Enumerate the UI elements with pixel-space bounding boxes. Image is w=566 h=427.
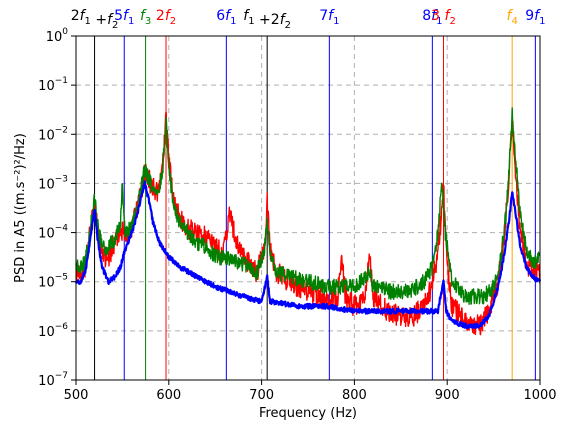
y-axis-title: PSD in A5 ((m.s⁻²)²/Hz) <box>13 133 28 283</box>
y-tick-label: 10−1 <box>38 76 68 94</box>
harmonic-label: 3 f2 <box>431 8 456 27</box>
harmonic-label: 7f1 <box>319 8 339 27</box>
x-tick-label: 800 <box>342 388 367 403</box>
harmonic-label: f4 <box>507 8 518 27</box>
y-tick-label: 10−5 <box>38 273 68 291</box>
harmonic-label: 2f1 +f2 <box>71 8 119 31</box>
plot-frame <box>75 35 541 381</box>
x-axis-ticks: 500 600 700 800 900 1000 <box>64 380 557 403</box>
harmonic-label: 6f1 <box>216 8 236 27</box>
harmonic-label: f3 <box>140 8 151 27</box>
y-tick-label: 10−4 <box>38 224 68 242</box>
harmonic-label: 9f1 <box>525 8 545 27</box>
y-tick-label: 10−3 <box>38 174 68 192</box>
harmonic-label: 5f1 <box>114 8 134 27</box>
x-tick-label: 700 <box>249 388 274 403</box>
series-lines <box>74 107 542 336</box>
series-line <box>74 180 542 330</box>
y-tick-label: 10−2 <box>38 125 68 143</box>
x-tick-label: 900 <box>435 388 460 403</box>
series-line <box>75 107 541 305</box>
x-tick-label: 600 <box>156 388 181 403</box>
y-tick-label: 100 <box>46 27 69 45</box>
y-tick-label: 10−7 <box>38 371 68 389</box>
y-tick-label: 10−6 <box>38 322 68 340</box>
x-axis-title: Frequency (Hz) <box>259 406 357 421</box>
harmonic-label: 2f2 <box>156 8 176 27</box>
grid <box>76 36 540 380</box>
y-axis-ticks: 100 10−1 10−2 10−3 10−4 10−5 10−6 10−7 <box>38 27 76 389</box>
harmonic-label: f1 +2f2 <box>243 8 291 31</box>
x-tick-label: 500 <box>64 388 89 403</box>
harmonic-label: 8f1 <box>422 8 442 27</box>
x-tick-label: 1000 <box>523 388 556 403</box>
